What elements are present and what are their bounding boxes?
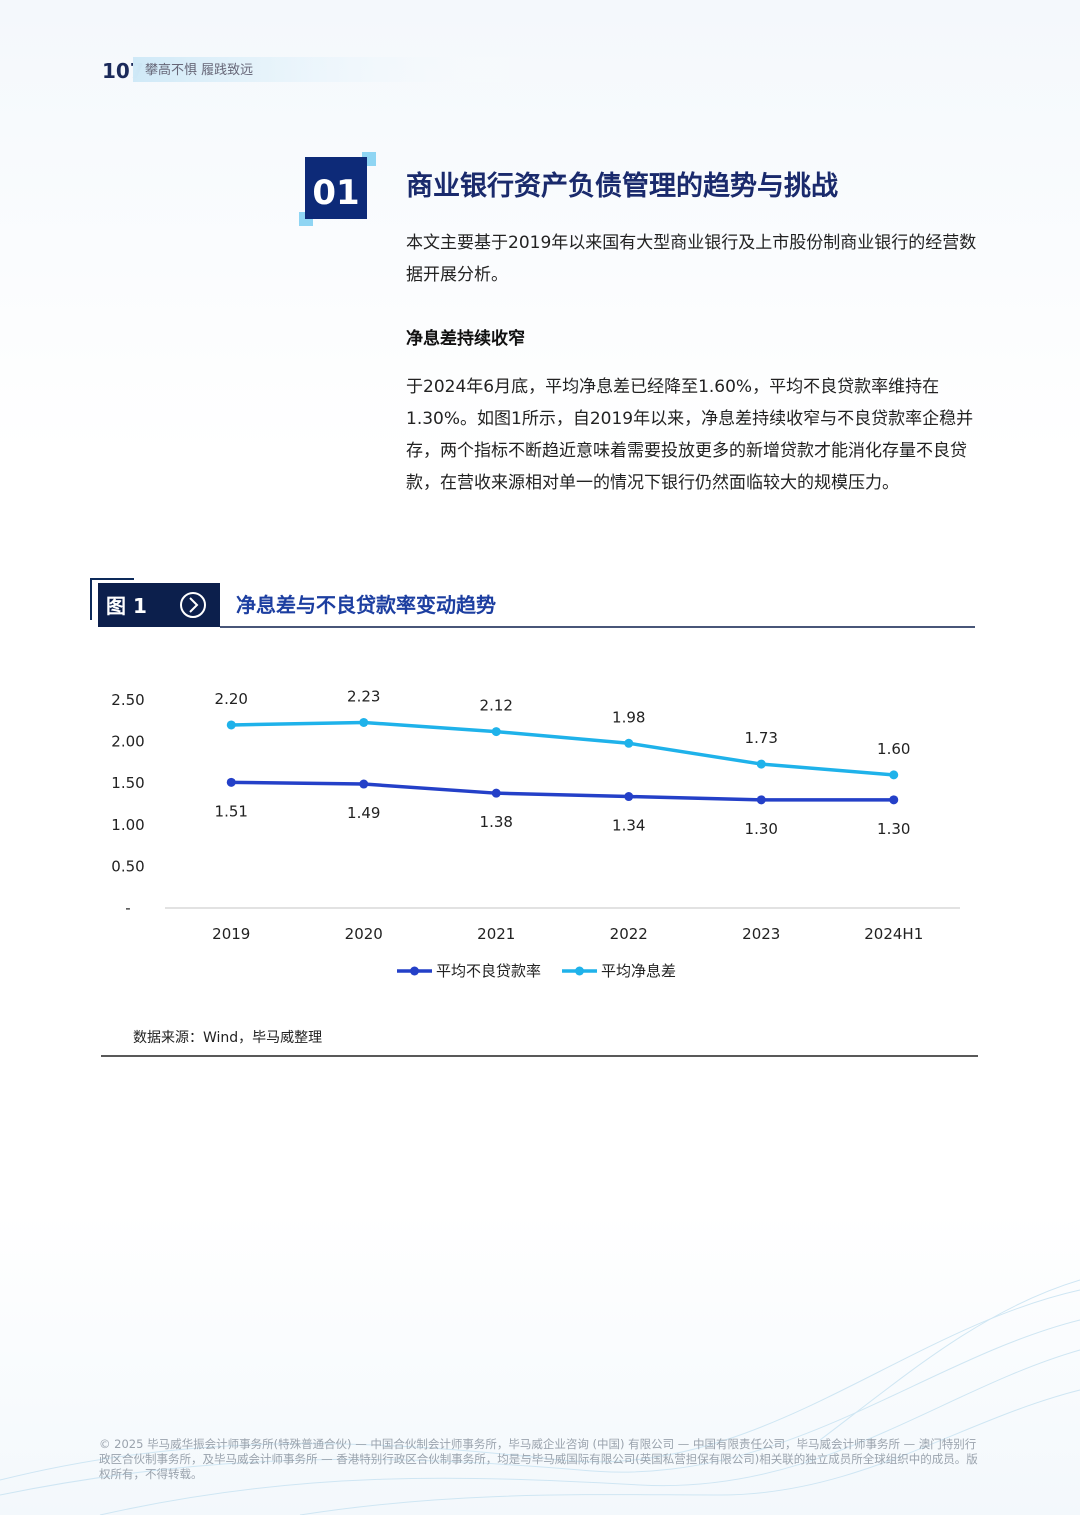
chart: - 0.50 1.00 1.50 2.00 2.50 2019 2020 2021 2022 202… — [111, 687, 960, 980]
series-line — [231, 780, 894, 802]
intro-paragraph: 本文主要基于2019年以来国有大型商业银行及上市股份制商业银行的经营数据开展分析… — [406, 233, 977, 285]
body-paragraph: 于2024年6月底，平均净息差已经降至1.60%，平均不良贷款率维持在1.30%… — [406, 377, 974, 493]
figure-arrow-icon — [180, 592, 206, 618]
legend-swatch-dot — [575, 966, 585, 976]
legend-label: 平均不良贷款率 — [436, 962, 541, 980]
data-point — [226, 777, 236, 787]
data-point — [624, 792, 634, 802]
tag-band — [133, 57, 543, 82]
data-label: 1.49 — [347, 804, 380, 822]
section-number: 01 — [312, 173, 359, 213]
footer-legal: © 2025 毕马威华振会计师事务所(特殊普通合伙) — 中国合伙制会计师事务所… — [99, 1437, 978, 1481]
x-tick-label: 2024H1 — [864, 925, 923, 943]
figure-label: 图 1 — [106, 594, 147, 618]
y-tick-label: 1.50 — [111, 774, 144, 792]
y-tick-label: - — [125, 899, 130, 917]
x-tick-label: 2021 — [477, 925, 515, 943]
figure-bracket — [90, 578, 134, 620]
figure-source: 数据来源：Wind，毕马威整理 — [133, 1030, 322, 1046]
y-tick-label: 1.00 — [111, 816, 144, 834]
data-label: 1.73 — [745, 729, 778, 747]
data-point — [624, 738, 634, 748]
figure-arrow-icon — [189, 597, 199, 613]
y-tick-label: 0.50 — [111, 857, 144, 875]
data-point — [359, 779, 369, 789]
series-line — [231, 720, 894, 777]
tagline: 攀高不惧 履践致远 — [145, 62, 253, 78]
data-label: 2.20 — [215, 690, 248, 708]
x-tick-label: 2023 — [742, 925, 780, 943]
figure-title: 净息差与不良贷款率变动趋势 — [236, 593, 496, 617]
wave-decoration — [0, 1279, 1080, 1515]
data-label: 1.60 — [877, 740, 910, 758]
legend-label: 平均净息差 — [601, 962, 676, 980]
data-point — [756, 759, 766, 769]
data-label: 1.38 — [480, 813, 513, 831]
figure-label-box — [98, 583, 220, 627]
data-label: 1.98 — [612, 708, 645, 726]
data-point — [491, 727, 501, 737]
data-label: 1.51 — [215, 802, 248, 820]
data-label: 1.30 — [745, 820, 778, 838]
data-point — [359, 717, 369, 727]
subheading: 净息差持续收窄 — [406, 328, 525, 349]
y-tick-label: 2.00 — [111, 733, 144, 751]
data-label: 1.30 — [877, 820, 910, 838]
legend-swatch-dot — [410, 966, 419, 976]
section-title: 商业银行资产负债管理的趋势与挑战 — [406, 170, 838, 202]
section-number-box — [305, 157, 367, 219]
x-tick-label: 2019 — [212, 925, 250, 943]
y-tick-label: 2.50 — [111, 691, 144, 709]
data-label: 1.34 — [612, 817, 645, 835]
x-tick-label: 2020 — [345, 925, 383, 943]
data-label: 2.23 — [347, 687, 380, 705]
data-label: 2.12 — [480, 697, 513, 715]
data-point — [889, 795, 899, 805]
data-point — [226, 720, 236, 730]
x-tick-label: 2022 — [610, 925, 648, 943]
data-point — [889, 770, 899, 780]
data-point — [491, 788, 501, 798]
data-point — [756, 795, 766, 805]
